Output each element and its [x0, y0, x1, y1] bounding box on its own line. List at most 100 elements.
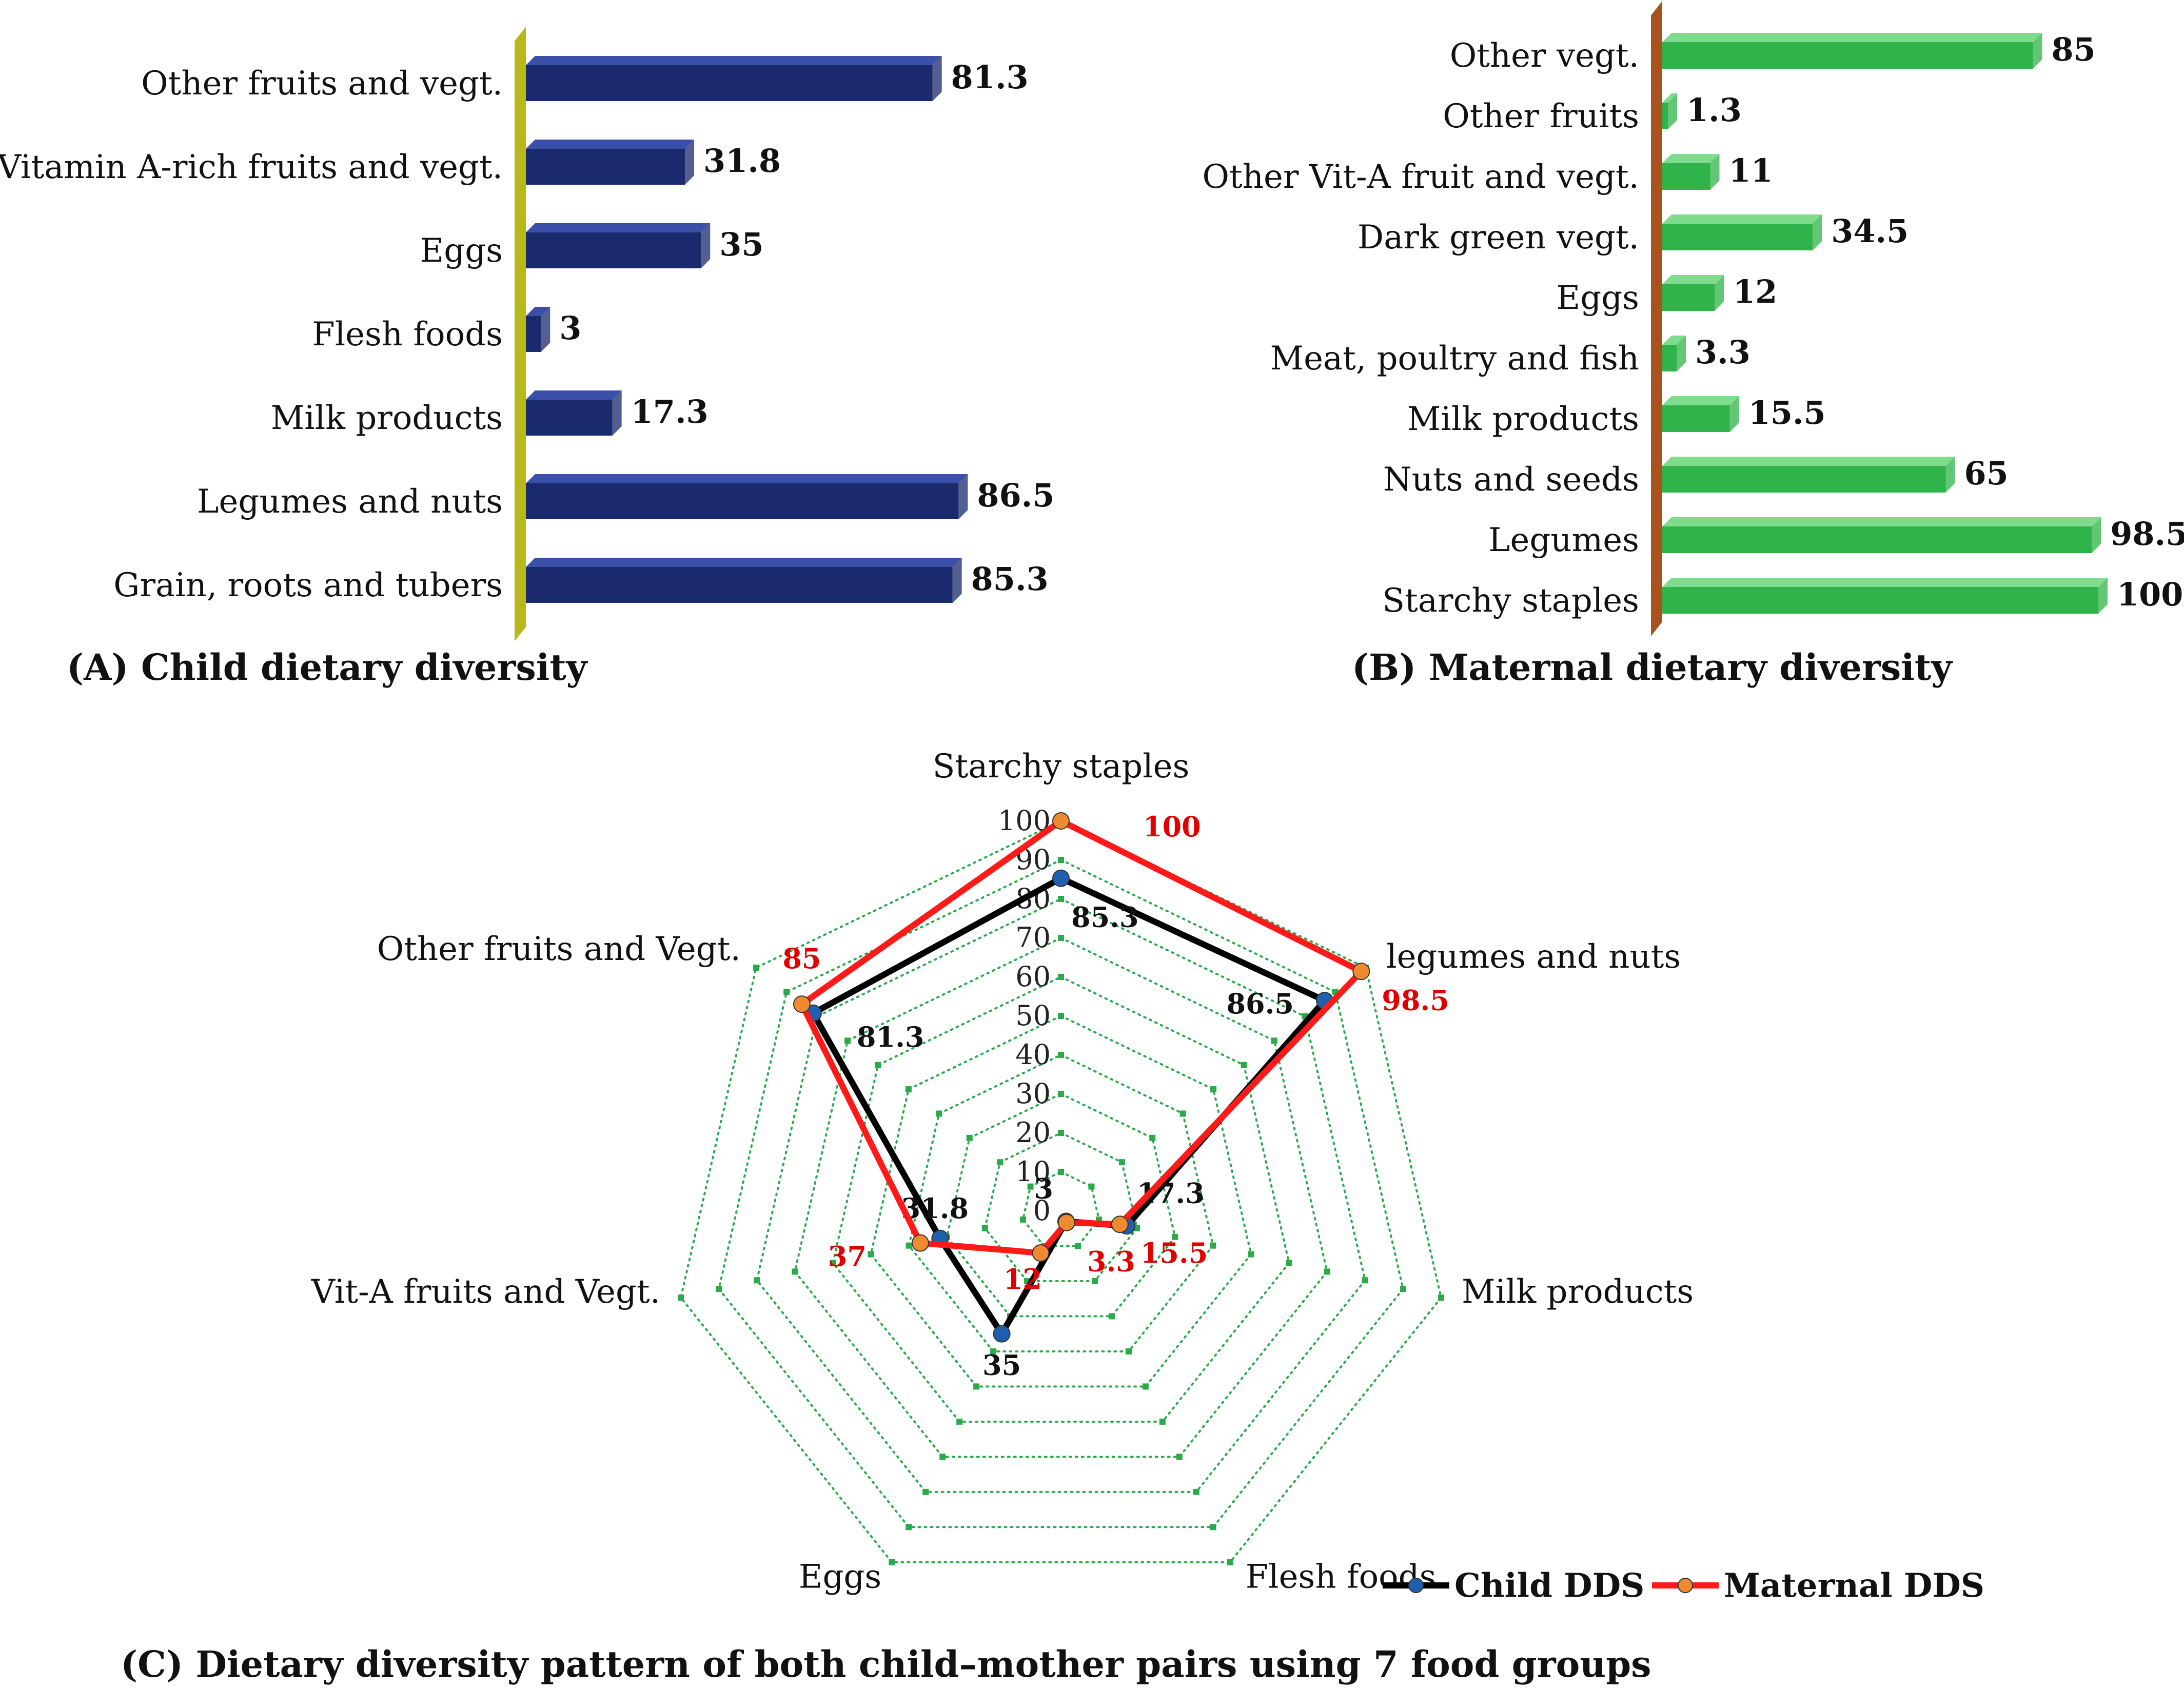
chart-a-bar-vitamin-a-rich-fruits-and-vegt: [526, 149, 685, 185]
radar-axis-label-starchy-staples: Starchy staples: [933, 748, 1190, 786]
chart-a-bar-top-flesh-foods: [526, 307, 550, 316]
radar-point-maternal-dds-flesh-foods: [1057, 1213, 1075, 1231]
chart-a-category-label: Milk products: [271, 399, 503, 437]
radar-grid-marker: [905, 1086, 912, 1093]
radar-grid-marker: [1058, 974, 1064, 980]
radar-grid-marker: [1149, 1134, 1156, 1141]
legend-marker-maternal-dds: [1678, 1578, 1693, 1593]
chart-a-bar-top-eggs: [526, 223, 711, 232]
radar-grid-marker: [1286, 1260, 1292, 1266]
radar-grid-marker: [868, 1251, 874, 1258]
radar-grid-marker: [1134, 1225, 1140, 1231]
radar-point-maternal-dds-legumes-and-nuts: [1352, 963, 1370, 981]
radar-point-maternal-dds-starchy-staples: [1052, 812, 1070, 830]
radar-grid-marker: [1058, 1013, 1064, 1019]
radar-grid-marker: [1159, 1418, 1166, 1425]
chart-b-category-label: Legumes: [1488, 521, 1639, 559]
chart-a-bar-side-grain-roots-and-tubers: [952, 558, 962, 603]
radar-gridline: [756, 897, 1366, 1493]
chart-a-bar-eggs: [526, 232, 701, 268]
radar-value-label-maternal-dds: 3.3: [1087, 1245, 1135, 1278]
chart-b-value-label: 12: [1733, 273, 1777, 310]
radar-axis-labels: Starchy staples legumes and nuts Milk prod…: [311, 748, 1694, 1596]
radar-grid-marker: [844, 1037, 851, 1044]
chart-b-bar-other-vit-a-fruit-and-vegt: [1662, 163, 1710, 190]
radar-value-label-child-dds: 35: [982, 1349, 1021, 1382]
chart-b-category-label: Milk products: [1407, 400, 1639, 438]
chart-b-bar-other-fruits: [1662, 103, 1668, 129]
chart-b-value-label: 98.5: [2110, 515, 2184, 553]
chart-b-bar-top-legumes: [1662, 517, 2101, 526]
chart-a-category-label: Legumes and nuts: [197, 483, 503, 521]
radar-value-label-maternal-dds: 12: [1004, 1263, 1042, 1296]
chart-a-wall: [515, 27, 526, 641]
radar-tick-label: 70: [1015, 921, 1051, 954]
radar-tick-label: 50: [1015, 999, 1051, 1032]
chart-b-category-label: Starchy staples: [1382, 582, 1639, 620]
chart-a-bar-side-eggs: [701, 223, 711, 268]
chart-a-category-label: Other fruits and vegt.: [141, 65, 503, 103]
chart-b-caption: (B) Maternal dietary diversity: [1352, 646, 1953, 689]
chart-b-bar-side-nuts-and-seeds: [1945, 457, 1955, 493]
chart-b-bar-side-meat-poultry-and-fish: [1677, 336, 1686, 371]
radar-value-label-child-dds: 86.5: [1226, 987, 1294, 1020]
radar-series-line-child-dds: [810, 875, 1328, 1337]
radar-grid-marker: [1271, 1037, 1277, 1044]
radar-grid-marker: [1058, 1091, 1064, 1097]
radar-tick-label: 30: [1015, 1077, 1051, 1110]
radar-grid-marker: [753, 965, 759, 971]
chart-b-value-label: 15.5: [1748, 394, 1826, 432]
chart-b-category-label: Nuts and seeds: [1383, 461, 1639, 499]
radar-value-label-maternal-dds: 85: [782, 942, 821, 975]
radar-grid-marker: [1058, 935, 1064, 941]
radar-grid-marker: [973, 1383, 980, 1390]
radar-axis-label-eggs: Eggs: [799, 1558, 882, 1596]
radar-point-child-dds-eggs: [993, 1325, 1011, 1343]
chart-b-bar-top-other-vit-a-fruit-and-vegt: [1662, 154, 1720, 163]
chart-b-bar-legumes: [1662, 526, 2092, 553]
radar-gridline: [717, 858, 1405, 1528]
chart-b-bar-side-dark-green-vegt: [1813, 214, 1822, 250]
radar-gridline: [983, 1131, 1138, 1282]
chart-b-value-label: 65: [1964, 455, 2009, 492]
radar-grid-marker: [716, 1286, 722, 1292]
radar-gridline: [832, 975, 1290, 1423]
radar-grid-marker: [1438, 1295, 1444, 1301]
chart-a-value-label: 31.8: [703, 142, 781, 180]
radar-axis-label-milk-products: Milk products: [1462, 1273, 1694, 1311]
chart-b-bar-side-legumes: [2092, 517, 2101, 553]
chart-b-bar-top-eggs: [1662, 275, 1724, 284]
chart-a-bar-top-vitamin-a-rich-fruits-and-vegt: [526, 140, 695, 149]
radar-tick-label: 60: [1015, 960, 1051, 993]
radar-grid-marker: [1058, 1052, 1064, 1058]
chart-b-category-label: Dark green vegt.: [1357, 219, 1639, 257]
radar-gridline: [908, 1053, 1214, 1352]
radar-grid-marker: [889, 1559, 895, 1565]
chart-b-bar-starchy-staples: [1662, 587, 2098, 614]
radar-grid-marker: [754, 1277, 760, 1284]
chart-b-bar-top-meat-poultry-and-fish: [1662, 336, 1686, 345]
chart-a-bar-milk-products: [526, 400, 613, 436]
radar-grid-marker: [1091, 1278, 1098, 1284]
chart-b-value-label: 34.5: [1831, 212, 1908, 250]
radar-grid-marker: [1172, 1233, 1178, 1240]
chart-a-value-label: 3: [559, 309, 581, 347]
radar-grid-marker: [783, 989, 790, 995]
radar-grid-marker: [830, 1260, 836, 1266]
chart-a-bar-side-milk-products: [612, 390, 622, 436]
radar-grid-marker: [1019, 1216, 1026, 1223]
radar-grid-marker: [1058, 857, 1064, 863]
chart-b-value-label: 85: [2052, 31, 2096, 68]
radar-grid-marker: [936, 1110, 942, 1117]
radar-grid-marker: [981, 1225, 988, 1231]
chart-b-category-label: Meat, poultry and fish: [1270, 340, 1639, 378]
chart-b-bar-milk-products: [1662, 405, 1730, 432]
radar-value-label-maternal-dds: 15.5: [1140, 1237, 1208, 1269]
radar-grid-marker: [1400, 1286, 1406, 1292]
chart-b-bar-side-other-vegt: [2033, 33, 2042, 69]
radar-grid-marker: [1210, 1524, 1216, 1531]
chart-a-category-label: Flesh foods: [312, 316, 503, 354]
radar-point-maternal-dds-vit-a-fruits-and-vegt: [911, 1234, 929, 1252]
radar-value-label-child-dds: 85.3: [1071, 901, 1139, 934]
